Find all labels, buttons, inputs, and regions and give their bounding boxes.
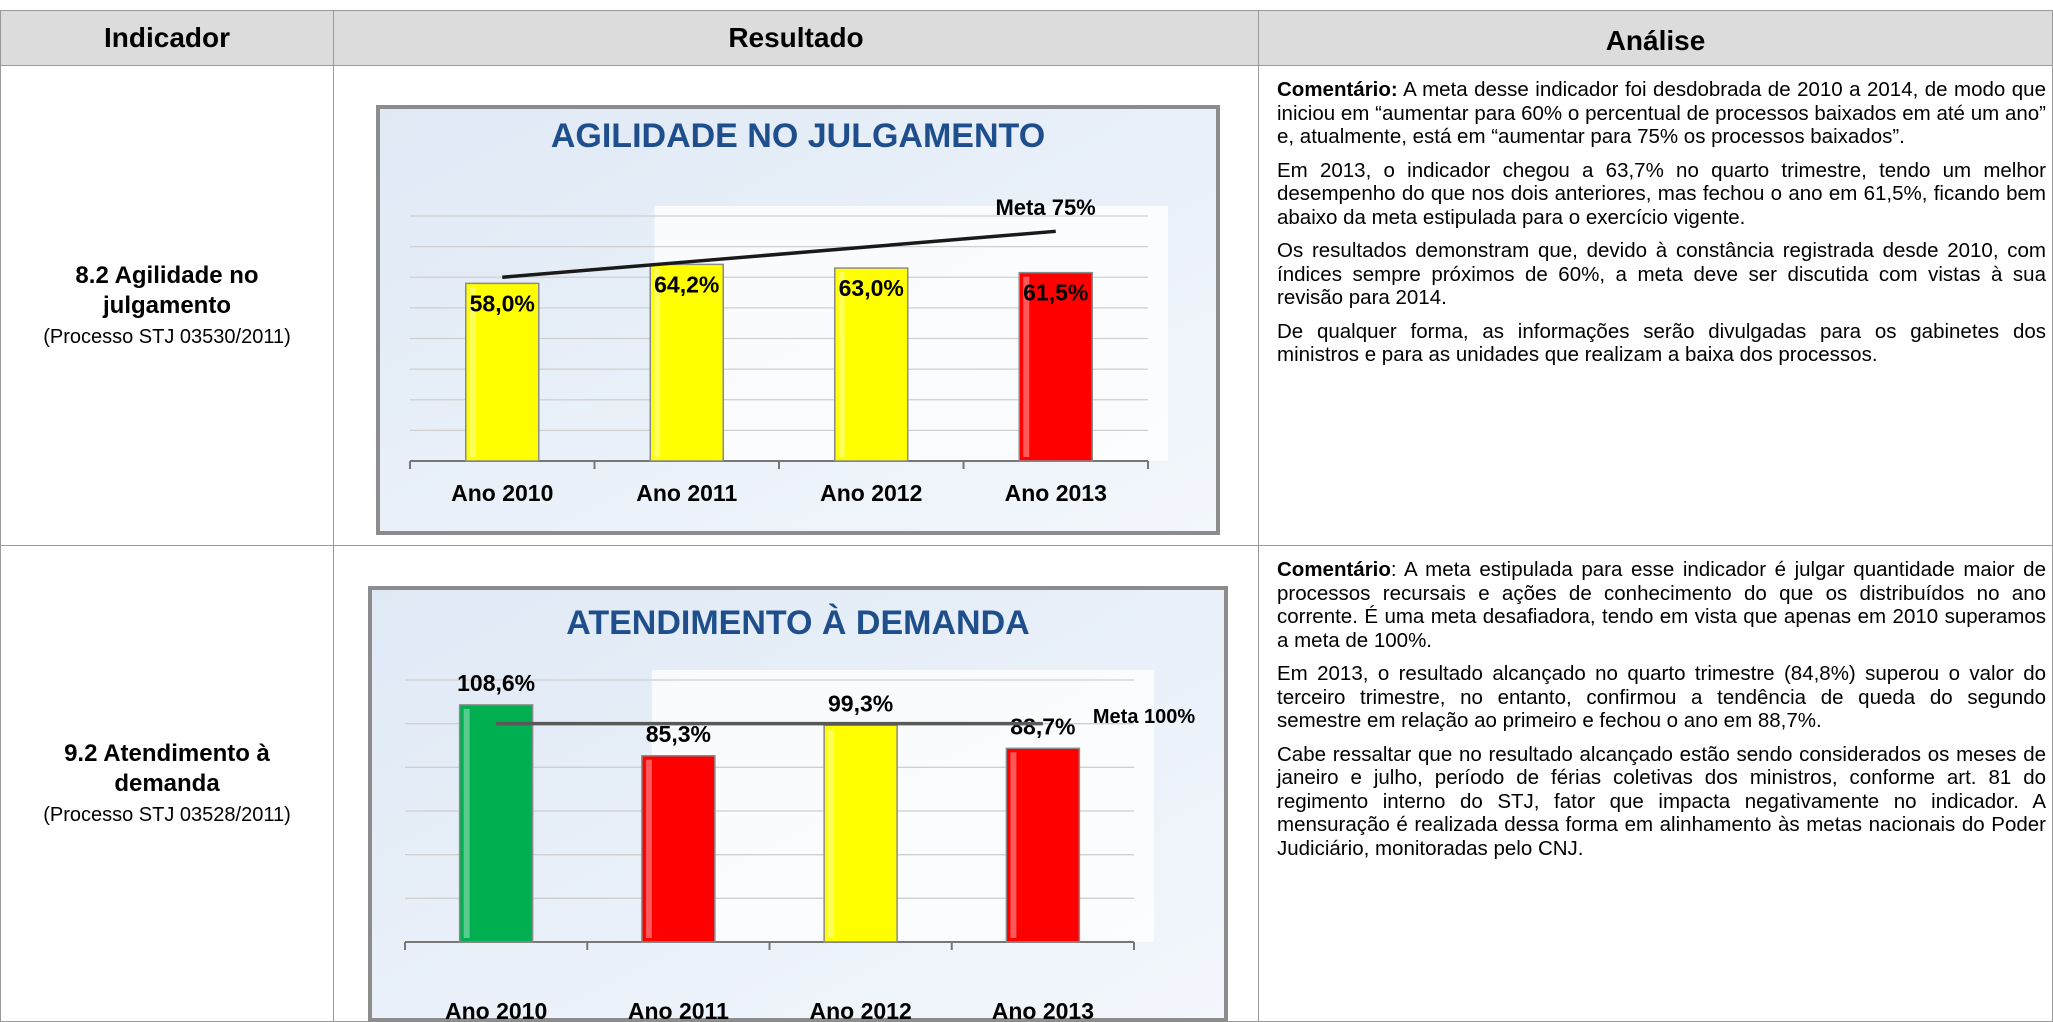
analysis-paragraph: Comentário: A meta estipulada para esse … (1277, 558, 2046, 652)
bar (1018, 271, 1093, 462)
header-cell: Análise (1259, 10, 2053, 66)
result-cell (334, 66, 1259, 546)
analysis-paragraph: Comentário: A meta desse indicador foi d… (1277, 78, 2046, 149)
bar-shade (654, 268, 661, 457)
category-label: Ano 2011 (628, 998, 729, 1022)
bar (458, 704, 534, 943)
bar (823, 724, 898, 943)
category-label: Ano 2012 (809, 998, 911, 1022)
chart: AGILIDADE NO JULGAMENTO Ano 2010 58,0% Ano … (376, 105, 1220, 535)
bar-shade (838, 272, 845, 457)
indicator-name: 9.2 Atendimento à demanda (64, 739, 270, 797)
analysis-cell: Comentário: A meta estipulada para esse … (1259, 546, 2053, 1022)
chart-title: AGILIDADE NO JULGAMENTO (551, 117, 1045, 155)
bar (834, 267, 909, 462)
indicator-process: (Processo STJ 03530/2011) (43, 325, 291, 348)
bar (649, 263, 724, 462)
bar-shade (1010, 752, 1017, 938)
indicator-process: (Processo STJ 03528/2011) (43, 803, 291, 826)
value-label: 61,5% (1023, 280, 1088, 306)
value-label: 99,3% (828, 690, 893, 716)
chart: ATENDIMENTO À DEMANDA Ano 2010 108,6% Ano 2… (368, 586, 1228, 1022)
comment-label: Comentário (1277, 558, 1391, 581)
header-cell: Indicador (0, 10, 334, 66)
paragraph-text: : A meta estipulada para esse indicador … (1277, 558, 2046, 652)
analysis-paragraph: Em 2013, o indicador chegou a 63,7% no q… (1277, 159, 2046, 230)
category-label: Ano 2011 (636, 480, 737, 506)
category-label: Ano 2013 (992, 998, 1094, 1022)
category-label: Ano 2010 (451, 480, 553, 506)
bar (465, 282, 540, 462)
target-label: Meta 75% (995, 195, 1095, 220)
bar (1005, 747, 1081, 943)
paragraph-text: Cabe ressaltar que no resultado alcançad… (1277, 742, 2046, 860)
bar (641, 755, 716, 943)
indicator-cell: 8.2 Agilidade no julgamento (Processo STJ… (0, 66, 334, 546)
value-label: 108,6% (457, 670, 535, 696)
comment-label: Comentário: (1277, 78, 1398, 101)
bar-shade (469, 287, 476, 457)
value-label: 88,7% (1010, 713, 1075, 739)
target-label: Meta 100% (1093, 706, 1195, 728)
bar-shade (645, 759, 652, 938)
bar-shade (828, 729, 835, 938)
indicator-cell: 9.2 Atendimento à demanda (Processo STJ 0… (0, 546, 334, 1022)
analysis-paragraph: Cabe ressaltar que no resultado alcançad… (1277, 743, 2046, 861)
bar-shade (463, 708, 470, 938)
value-label: 63,0% (839, 275, 904, 301)
category-label: Ano 2012 (820, 480, 922, 506)
bar-shade (1023, 276, 1030, 457)
indicator-name: 8.2 Agilidade no julgamento (75, 261, 259, 319)
analysis-paragraph: Os resultados demonstram que, devido à c… (1277, 239, 2046, 310)
paragraph-text: Em 2013, o indicador chegou a 63,7% no q… (1277, 158, 2046, 229)
paragraph-text: A meta desse indicador foi desdobrada de… (1277, 78, 2046, 148)
value-label: 58,0% (470, 290, 535, 316)
chart-title: ATENDIMENTO À DEMANDA (566, 604, 1029, 642)
analysis-paragraph: De qualquer forma, as informações serão … (1277, 320, 2046, 367)
category-label: Ano 2010 (445, 998, 547, 1022)
target-line (502, 229, 1056, 279)
analysis-paragraph: Em 2013, o resultado alcançado no quarto… (1277, 662, 2046, 733)
value-label: 64,2% (654, 271, 719, 297)
header-cell: Resultado (334, 10, 1259, 66)
category-label: Ano 2013 (1005, 480, 1107, 506)
paragraph-text: Os resultados demonstram que, devido à c… (1277, 239, 2046, 309)
analysis-cell: Comentário: A meta desse indicador foi d… (1259, 66, 2053, 546)
paragraph-text: De qualquer forma, as informações serão … (1277, 319, 2046, 367)
paragraph-text: Em 2013, o resultado alcançado no quarto… (1277, 662, 2046, 732)
